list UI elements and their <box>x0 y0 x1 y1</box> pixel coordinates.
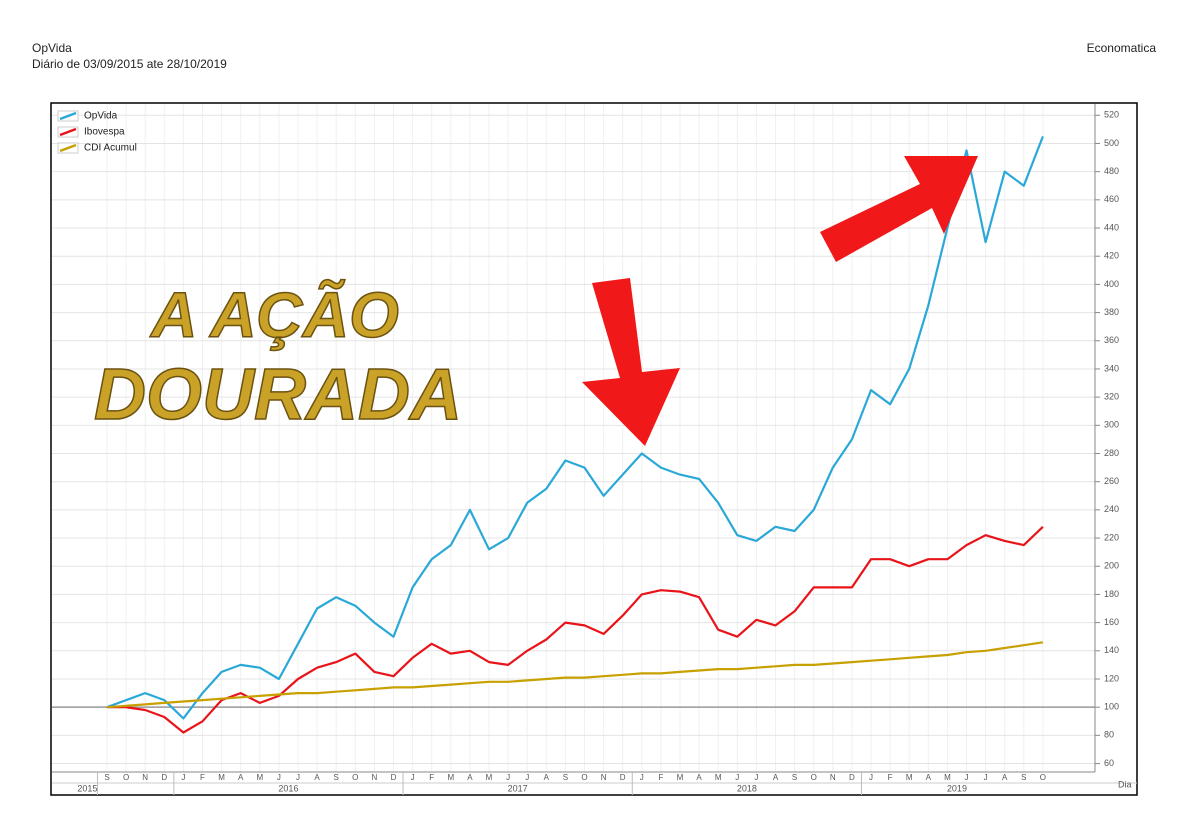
arrow <box>820 156 978 262</box>
x-tick-label: S <box>563 773 568 782</box>
y-tick-label: 340 <box>1104 363 1119 373</box>
series-line <box>106 136 1044 720</box>
frame <box>50 102 1138 796</box>
y-tick-label: 360 <box>1104 335 1119 345</box>
watermark: DOURADA <box>94 355 462 435</box>
x-tick-label: N <box>142 773 148 782</box>
x-tick-label: S <box>104 773 109 782</box>
x-tick-label: J <box>735 773 739 782</box>
x-tick-label: J <box>411 773 415 782</box>
y-tick-label: 200 <box>1104 561 1119 571</box>
x-tick-label: M <box>715 773 722 782</box>
y-tick-label: 240 <box>1104 504 1119 514</box>
x-tick-label: D <box>391 773 397 782</box>
x-tick-label: O <box>1040 773 1046 782</box>
x-tick-label: N <box>830 773 836 782</box>
x-tick-label: M <box>906 773 913 782</box>
x-tick-label: N <box>601 773 607 782</box>
x-tick-label: J <box>869 773 873 782</box>
legend-label: OpVida <box>84 111 118 122</box>
x-tick-label: S <box>334 773 339 782</box>
x-tick-label: O <box>123 773 129 782</box>
y-tick-label: 480 <box>1104 166 1119 176</box>
y-tick-label: 440 <box>1104 222 1119 232</box>
x-tick-label: A <box>314 773 320 782</box>
subtitle: Diário de 03/09/2015 ate 28/10/2019 <box>32 57 227 71</box>
x-axis-label: Dia <box>1118 779 1132 789</box>
y-tick-label: 280 <box>1104 448 1119 458</box>
x-tick-label: M <box>677 773 684 782</box>
x-tick-label: J <box>640 773 644 782</box>
x-tick-label: D <box>620 773 626 782</box>
x-tick-label: F <box>429 773 434 782</box>
x-tick-label: J <box>296 773 300 782</box>
legend-swatch <box>59 111 77 121</box>
legend-label: CDI Acumul <box>84 143 137 154</box>
x-tick-label: J <box>525 773 529 782</box>
x-tick-label: S <box>792 773 797 782</box>
y-tick-label: 120 <box>1104 673 1119 683</box>
series-line <box>107 526 1044 734</box>
y-tick-label: 300 <box>1104 420 1119 430</box>
x-tick-label: J <box>277 773 281 782</box>
y-tick-label: 420 <box>1104 251 1119 261</box>
x-tick-label: M <box>447 773 454 782</box>
x-tick-label: F <box>200 773 205 782</box>
x-tick-label: J <box>754 773 758 782</box>
y-tick-label: 400 <box>1104 279 1119 289</box>
year-label: 2019 <box>947 783 967 793</box>
x-tick-label: J <box>965 773 969 782</box>
x-tick-label: A <box>1002 773 1008 782</box>
x-tick-label: D <box>849 773 855 782</box>
watermark: A AÇÃO <box>149 279 399 351</box>
x-tick-label: F <box>888 773 893 782</box>
x-tick-label: A <box>926 773 932 782</box>
x-tick-label: N <box>372 773 378 782</box>
legend-swatch <box>59 127 77 137</box>
x-tick-label: D <box>161 773 167 782</box>
year-label: 2017 <box>508 783 528 793</box>
title: OpVida <box>32 41 72 55</box>
y-tick-label: 60 <box>1104 758 1114 768</box>
y-tick-label: 140 <box>1104 645 1119 655</box>
y-tick-label: 100 <box>1104 702 1119 712</box>
x-tick-label: O <box>581 773 587 782</box>
y-tick-label: 180 <box>1104 589 1119 599</box>
y-tick-label: 460 <box>1104 194 1119 204</box>
x-tick-label: J <box>984 773 988 782</box>
x-tick-label: M <box>256 773 263 782</box>
series-line <box>106 641 1044 709</box>
x-tick-label: M <box>218 773 225 782</box>
y-tick-label: 220 <box>1104 532 1119 542</box>
y-tick-label: 520 <box>1104 110 1119 120</box>
y-tick-label: 260 <box>1104 476 1119 486</box>
x-tick-label: F <box>658 773 663 782</box>
legend-swatch <box>59 143 77 153</box>
x-tick-label: A <box>467 773 473 782</box>
year-label: 2018 <box>737 783 757 793</box>
x-tick-label: M <box>944 773 951 782</box>
x-tick-label: S <box>1021 773 1026 782</box>
y-tick-label: 500 <box>1104 138 1119 148</box>
arrow <box>582 278 680 446</box>
x-tick-label: A <box>238 773 244 782</box>
y-tick-label: 160 <box>1104 617 1119 627</box>
x-tick-label: J <box>181 773 185 782</box>
legend-label: Ibovespa <box>84 127 125 138</box>
year-label: 2016 <box>278 783 298 793</box>
year-label: 2015 <box>77 783 97 793</box>
y-tick-label: 80 <box>1104 730 1114 740</box>
y-tick-label: 320 <box>1104 392 1119 402</box>
x-tick-label: A <box>696 773 702 782</box>
x-tick-label: J <box>506 773 510 782</box>
source: Economatica <box>1086 41 1156 55</box>
x-tick-label: O <box>352 773 358 782</box>
x-tick-label: O <box>811 773 817 782</box>
x-tick-label: M <box>486 773 493 782</box>
y-tick-label: 380 <box>1104 307 1119 317</box>
x-tick-label: A <box>544 773 550 782</box>
x-tick-label: A <box>773 773 779 782</box>
